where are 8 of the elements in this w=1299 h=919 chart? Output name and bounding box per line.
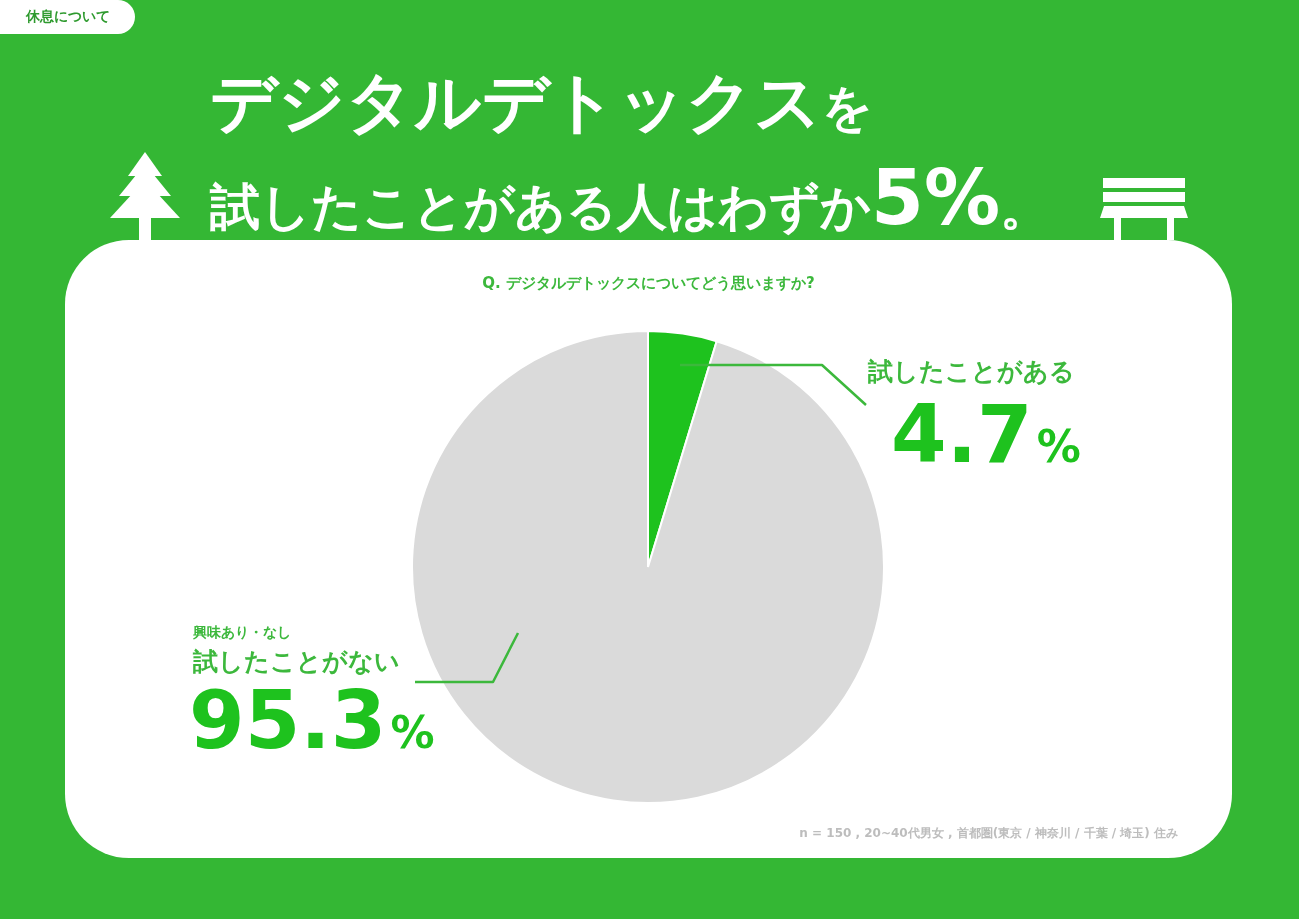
text: n = 150 , 20~40代男女 , 首都圏(東京 / 神奈川 / 千葉 / 埼玉) 住み <box>799 825 1178 842</box>
chart-subtitle: Q. デジタルデトックスについてどう思いますか? <box>481 274 816 293</box>
text: 興味あり・なし <box>193 624 291 642</box>
data-label: 95.3% <box>189 674 435 767</box>
chart-title: デジタルデトックスを試したことがある人はわずか5%。 <box>210 64 1051 242</box>
slice-label: 試したことがある <box>867 357 1075 386</box>
data-label: 4.7% <box>891 388 1081 481</box>
slice-label: 試したことがない <box>192 647 400 676</box>
